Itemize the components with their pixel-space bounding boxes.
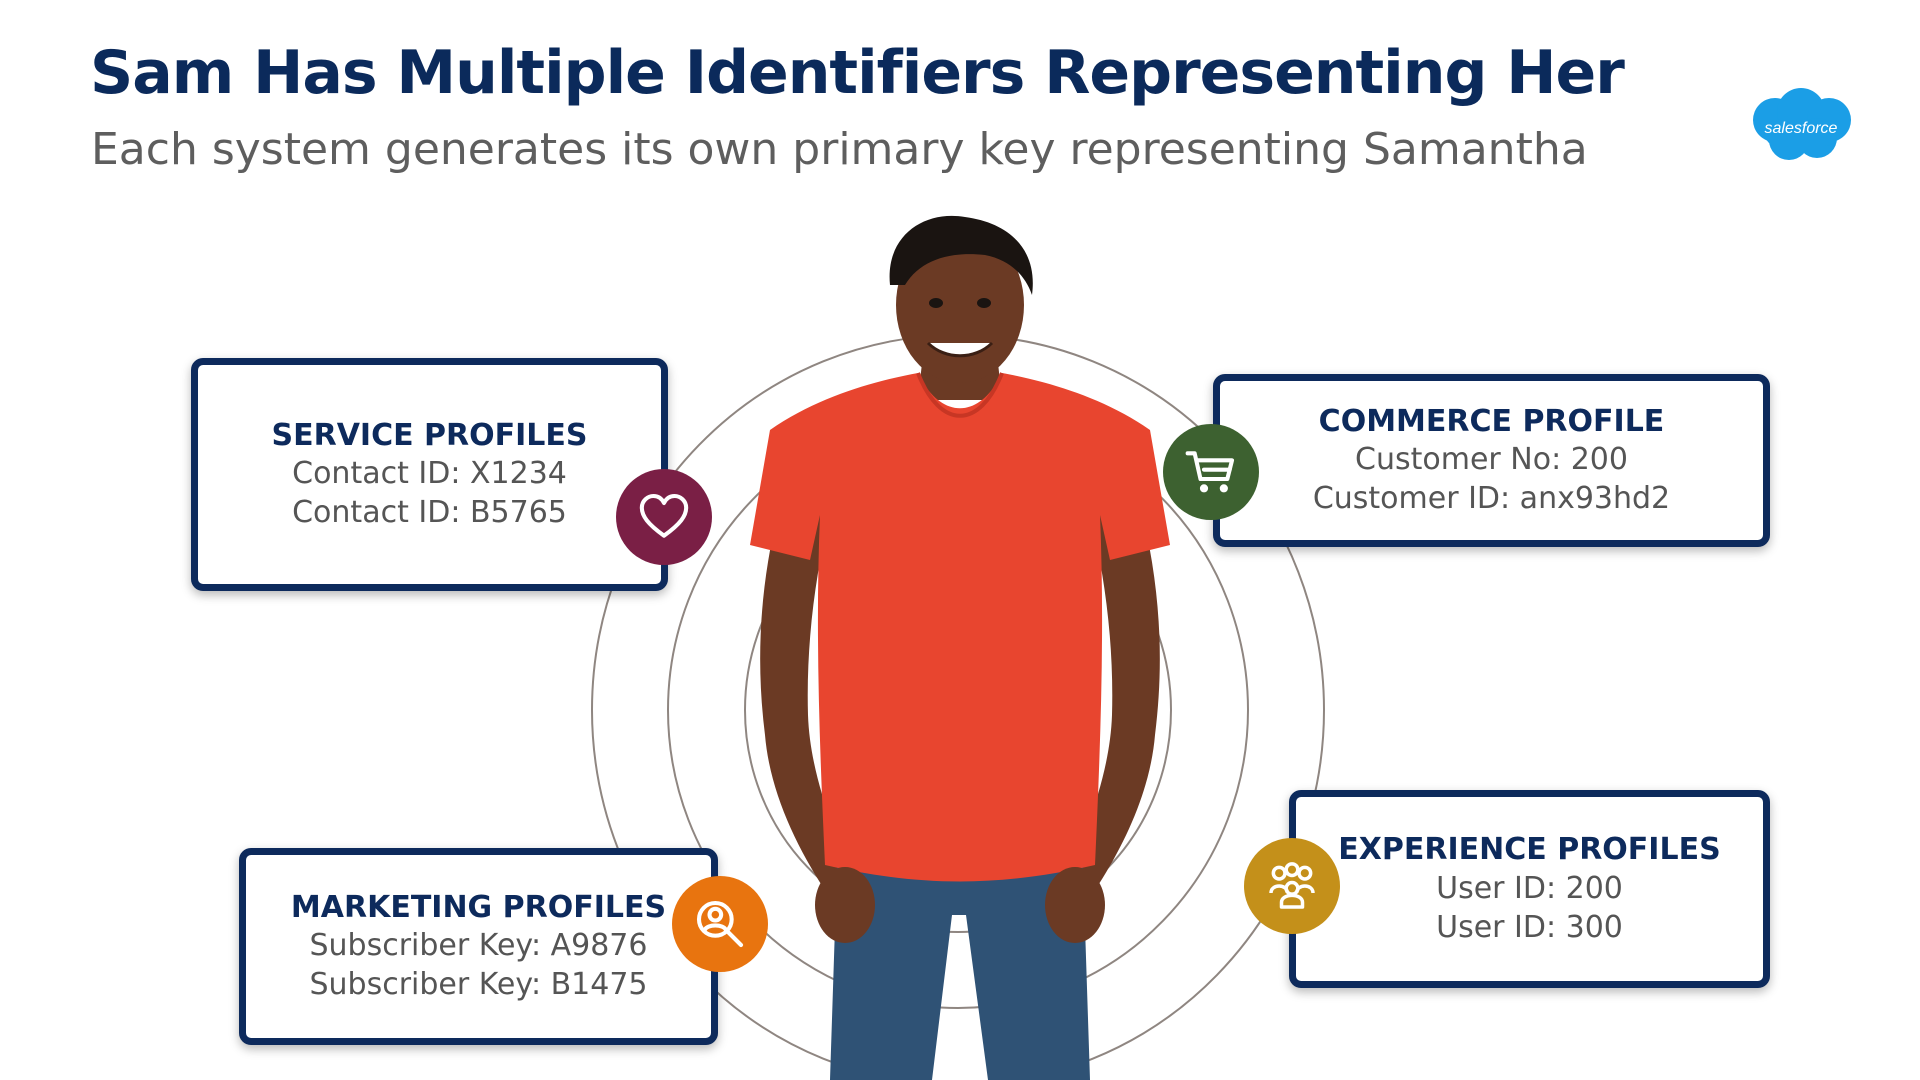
shopping-cart-icon [1185,451,1235,493]
commerce-customer-no: Customer No: 200 [1355,442,1628,478]
service-badge [616,469,712,565]
service-profiles-card: SERVICE PROFILES Contact ID: X1234 Conta… [191,358,668,591]
marketing-badge [672,876,768,972]
marketing-profiles-card: MARKETING PROFILES Subscriber Key: A9876… [239,848,718,1045]
experience-badge [1244,838,1340,934]
marketing-subscriber-key-2: Subscriber Key: B1475 [309,967,648,1003]
marketing-subscriber-key-1: Subscriber Key: A9876 [309,928,648,964]
people-group-icon [1269,862,1315,909]
heart-icon [639,493,689,538]
experience-user-id-1: User ID: 200 [1436,870,1623,906]
experience-user-id-2: User ID: 300 [1436,909,1623,945]
commerce-profile-title: COMMERCE PROFILE [1318,403,1665,439]
page-title: Sam Has Multiple Identifiers Representin… [90,38,1625,108]
commerce-badge [1163,424,1259,520]
person-illustration [750,215,1170,1080]
service-contact-id-2: Contact ID: B5765 [292,495,567,531]
page-subtitle: Each system generates its own primary ke… [91,124,1588,175]
commerce-profile-card: COMMERCE PROFILE Customer No: 200 Custom… [1213,374,1770,547]
commerce-customer-id: Customer ID: anx93hd2 [1312,481,1671,517]
marketing-profiles-title: MARKETING PROFILES [290,889,667,925]
service-profiles-title: SERVICE PROFILES [271,417,588,453]
service-contact-id-1: Contact ID: X1234 [292,456,567,492]
person-search-icon [696,900,744,948]
logo-text: salesforce [1765,120,1838,137]
salesforce-logo: salesforce [1753,88,1851,160]
experience-profiles-title: EXPERIENCE PROFILES [1338,832,1721,868]
experience-profiles-card: EXPERIENCE PROFILES User ID: 200 User ID… [1289,790,1770,988]
